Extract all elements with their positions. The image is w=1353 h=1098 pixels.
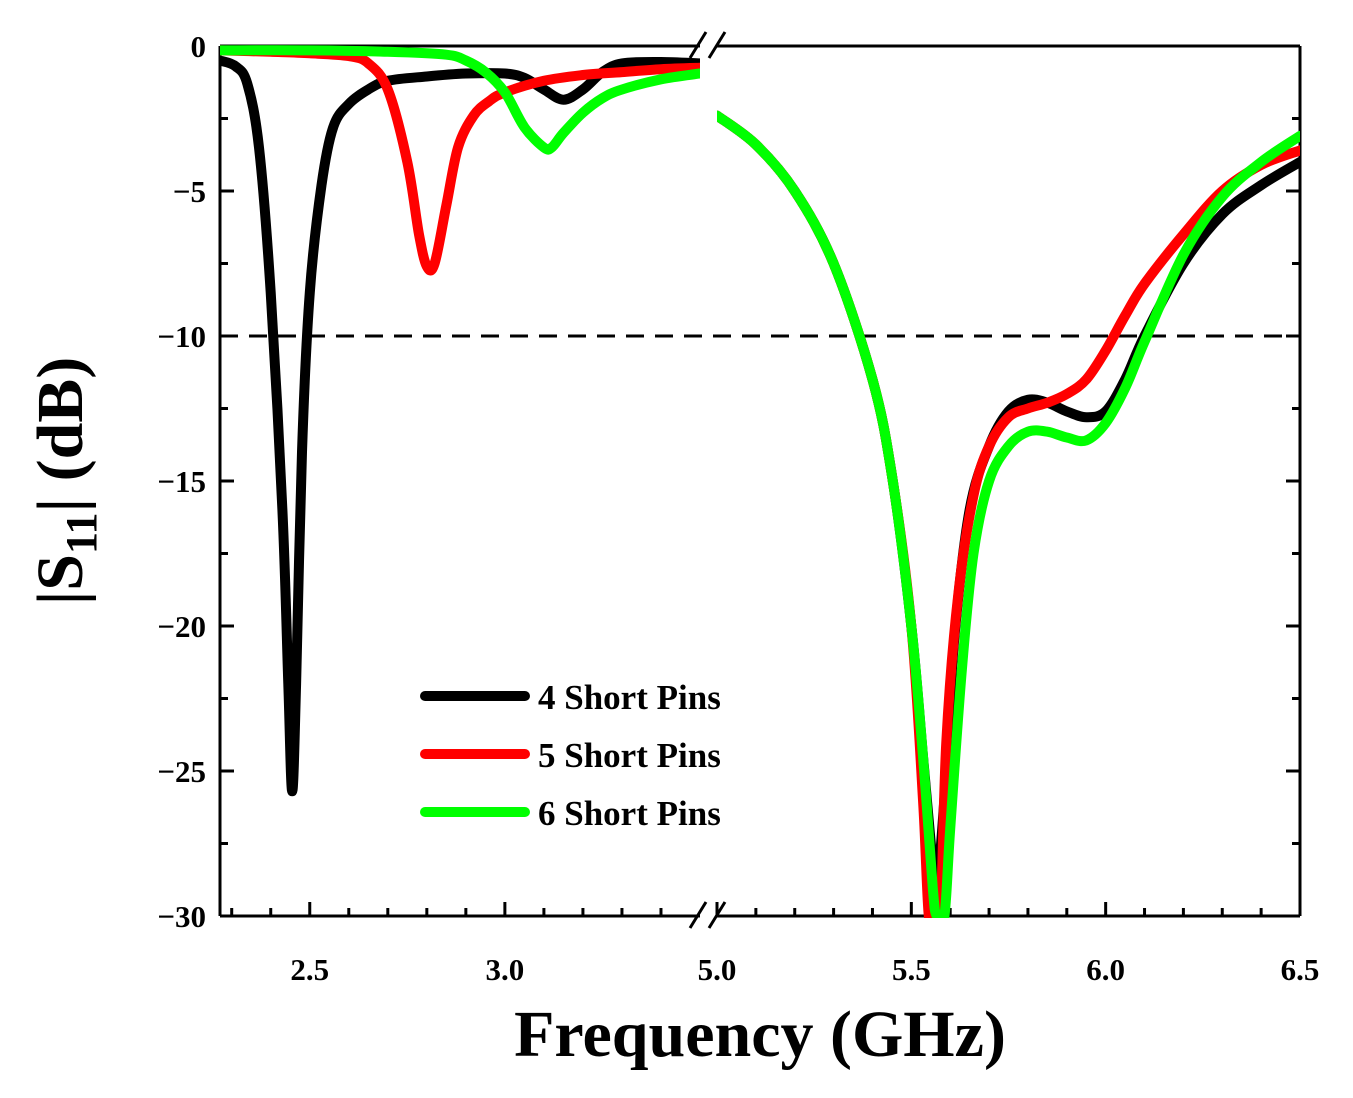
x-tick-label: 6.0 — [1086, 952, 1125, 987]
x-tick-label: 3.0 — [486, 952, 525, 987]
y-axis-title: |S11| (dB) — [24, 357, 106, 606]
x-tick-label: 2.5 — [290, 952, 329, 987]
y-tick-label: −5 — [173, 174, 206, 209]
series-5-pins-line-segment-1 — [220, 45, 700, 276]
y-axis-title-subscript: 11 — [57, 512, 106, 554]
x-tick-label: 6.5 — [1281, 952, 1320, 987]
legend-label-6-pins: 6 Short Pins — [538, 794, 721, 833]
y-tick-label: −15 — [157, 464, 206, 499]
y-tick-label: −30 — [157, 899, 206, 934]
series-layer — [220, 45, 1300, 918]
y-tick-label: −10 — [157, 319, 206, 354]
x-axis: 2.5 3.0 5.0 5.5 6.0 6.5 — [230, 902, 1320, 987]
y-axis-title-tail: | (dB) — [24, 357, 97, 513]
series-4-pins-line-segment-2 — [717, 110, 1300, 891]
plot-frame — [218, 31, 1302, 929]
series-6-pins-line-segment-2 — [717, 110, 1300, 918]
series-5-pins-line-segment-2 — [717, 110, 1300, 918]
x-tick-label: 5.0 — [698, 952, 737, 987]
y-tick-label: 0 — [191, 29, 207, 64]
axis-break-top — [688, 31, 727, 59]
legend: 4 Short Pins 5 Short Pins 6 Short Pins — [420, 678, 721, 833]
legend-label-4-pins: 4 Short Pins — [538, 678, 721, 717]
x-tick-label: 5.5 — [892, 952, 931, 987]
series-4-pins-line-segment-1 — [220, 55, 700, 797]
series-6-pins-line-segment-1 — [220, 45, 700, 155]
y-tick-label: −20 — [157, 609, 206, 644]
x-axis-title: Frequency (GHz) — [514, 998, 1006, 1071]
legend-label-5-pins: 5 Short Pins — [538, 736, 721, 775]
y-tick-label: −25 — [157, 754, 206, 789]
y-axis-title-main: |S — [24, 554, 97, 605]
